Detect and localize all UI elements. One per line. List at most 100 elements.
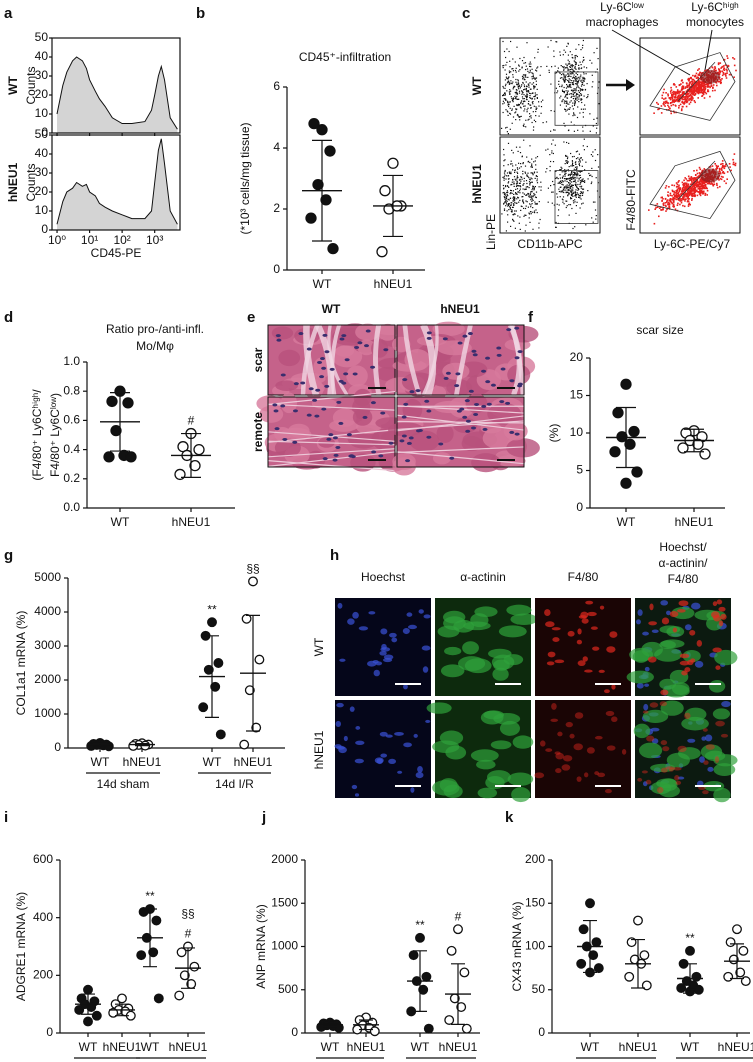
nucleus bbox=[427, 331, 432, 334]
y-tick-label: 0 bbox=[291, 1025, 298, 1039]
nucleus bbox=[469, 390, 474, 393]
x-tick-label: 10² bbox=[113, 233, 130, 247]
event-dot bbox=[532, 189, 533, 190]
event-dot bbox=[706, 194, 708, 196]
signal bbox=[681, 670, 688, 675]
event-dot bbox=[577, 130, 578, 131]
event-dot bbox=[519, 86, 520, 87]
event-dot bbox=[506, 62, 507, 63]
event-dot bbox=[596, 215, 597, 216]
event-dot bbox=[682, 98, 684, 100]
event-dot bbox=[516, 147, 517, 148]
event-dot bbox=[531, 197, 532, 198]
event-dot bbox=[704, 184, 706, 186]
column-label: hNEU1 bbox=[440, 302, 480, 316]
event-dot bbox=[507, 194, 508, 195]
event-dot bbox=[505, 185, 506, 186]
event-dot bbox=[678, 105, 680, 107]
event-dot bbox=[524, 86, 525, 87]
y-tick-label: 200 bbox=[33, 968, 53, 982]
event-dot bbox=[533, 161, 534, 162]
event-dot bbox=[598, 166, 599, 167]
event-dot bbox=[537, 212, 538, 213]
y-tick-label: 50 bbox=[35, 127, 49, 141]
event-dot bbox=[662, 95, 664, 97]
nucleus bbox=[402, 434, 407, 437]
event-dot bbox=[523, 124, 524, 125]
y-tick-label: 40 bbox=[35, 49, 49, 63]
event-dot bbox=[559, 97, 560, 98]
event-dot bbox=[508, 77, 509, 78]
event-dot bbox=[572, 160, 573, 161]
event-dot bbox=[566, 101, 567, 102]
signal bbox=[607, 745, 616, 750]
event-dot bbox=[561, 74, 562, 75]
event-dot bbox=[574, 104, 575, 105]
data-point bbox=[634, 916, 643, 925]
event-dot bbox=[573, 200, 574, 201]
signal bbox=[719, 620, 724, 626]
event-dot bbox=[523, 216, 524, 217]
nucleus bbox=[465, 399, 470, 402]
nucleus bbox=[347, 433, 352, 436]
event-dot bbox=[560, 187, 561, 188]
x-tick-label: hNEU1 bbox=[718, 1040, 753, 1054]
event-dot bbox=[538, 49, 539, 50]
nucleus bbox=[320, 357, 325, 360]
event-dot bbox=[700, 193, 702, 195]
event-dot bbox=[699, 172, 701, 174]
y-tick-label: 50 bbox=[35, 30, 49, 44]
event-dot bbox=[508, 182, 509, 183]
event-dot bbox=[684, 182, 686, 184]
event-dot bbox=[688, 198, 690, 200]
event-dot bbox=[582, 45, 583, 46]
x-tick-label: WT bbox=[411, 1040, 430, 1054]
event-dot bbox=[694, 102, 696, 104]
event-dot bbox=[519, 183, 520, 184]
event-dot bbox=[685, 194, 687, 196]
data-point bbox=[463, 1024, 472, 1033]
event-dot bbox=[589, 60, 590, 61]
event-dot bbox=[569, 61, 570, 62]
event-dot bbox=[673, 191, 675, 193]
event-dot bbox=[532, 122, 533, 123]
event-dot bbox=[513, 101, 514, 102]
event-dot bbox=[535, 178, 536, 179]
event-dot bbox=[537, 97, 538, 98]
event-dot bbox=[504, 196, 505, 197]
signal bbox=[500, 721, 520, 736]
event-dot bbox=[560, 73, 561, 74]
event-dot bbox=[533, 82, 534, 83]
event-dot bbox=[560, 178, 561, 179]
event-dot bbox=[541, 106, 542, 107]
event-dot bbox=[565, 64, 566, 65]
event-dot bbox=[671, 195, 673, 197]
event-dot bbox=[517, 197, 518, 198]
event-dot bbox=[582, 195, 583, 196]
event-dot bbox=[563, 70, 564, 71]
event-dot bbox=[506, 230, 507, 231]
event-dot bbox=[575, 164, 576, 165]
event-dot bbox=[530, 105, 531, 106]
event-dot bbox=[560, 105, 561, 106]
event-dot bbox=[566, 160, 567, 161]
y-axis-label: (*10³ cells/mg tissue) bbox=[238, 122, 252, 234]
x-tick-label: hNEU1 bbox=[439, 1040, 478, 1054]
event-dot bbox=[513, 116, 514, 117]
event-dot bbox=[683, 187, 685, 189]
event-dot bbox=[521, 177, 522, 178]
event-dot bbox=[513, 203, 514, 204]
event-dot bbox=[572, 73, 573, 74]
event-dot bbox=[534, 202, 535, 203]
event-dot bbox=[701, 86, 703, 88]
event-dot bbox=[516, 72, 517, 73]
signal bbox=[423, 666, 428, 672]
event-dot bbox=[505, 201, 506, 202]
event-dot bbox=[576, 83, 577, 84]
event-dot bbox=[534, 188, 535, 189]
event-dot bbox=[680, 200, 682, 202]
event-dot bbox=[575, 189, 576, 190]
event-dot bbox=[691, 96, 693, 98]
data-point bbox=[724, 972, 733, 981]
event-dot bbox=[538, 106, 539, 107]
